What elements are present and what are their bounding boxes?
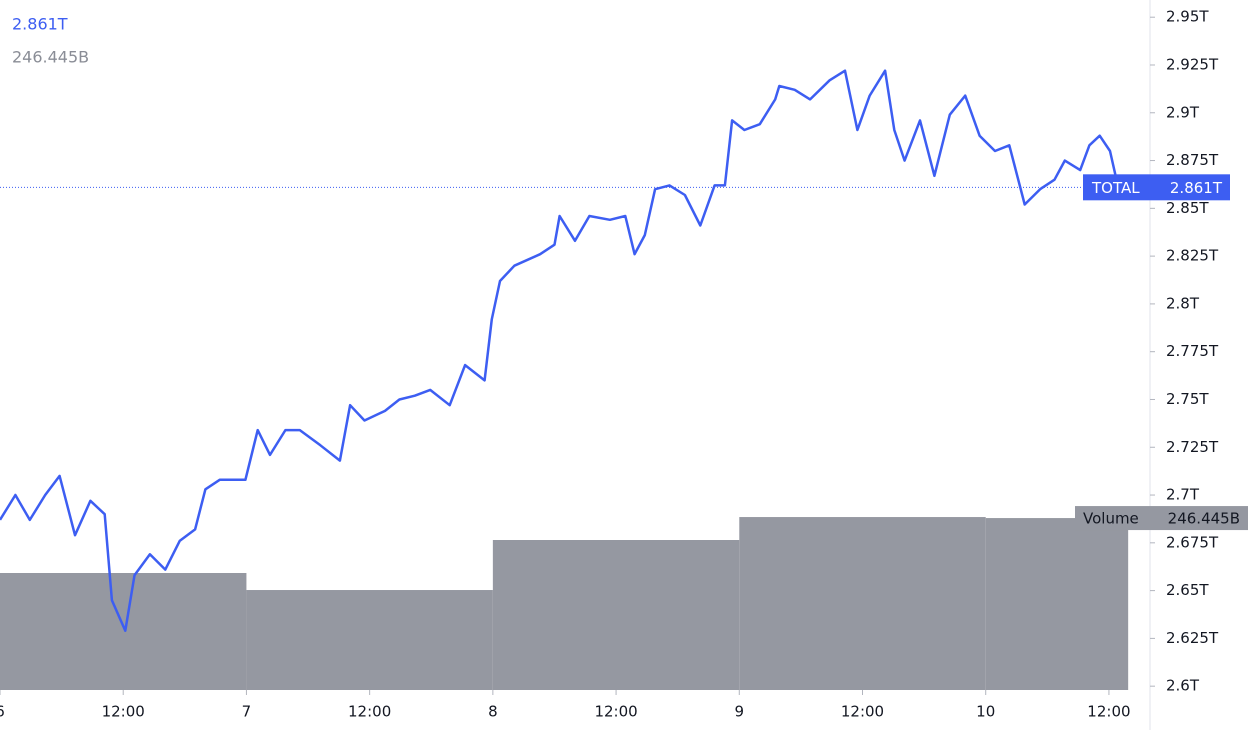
volume-badge <box>1075 506 1248 531</box>
y-tick-label: 2.775T <box>1166 342 1219 360</box>
y-tick-label: 2.625T <box>1166 629 1219 647</box>
volume-bar <box>985 518 1129 690</box>
x-tick-label: 10 <box>976 703 995 721</box>
y-tick-label: 2.925T <box>1166 55 1219 73</box>
price-badge-name: TOTAL <box>1091 179 1140 197</box>
x-tick-label: 12:00 <box>841 703 884 721</box>
y-tick-label: 2.675T <box>1166 533 1219 551</box>
y-tick-label: 2.6T <box>1166 677 1200 695</box>
y-tick-label: 2.7T <box>1166 486 1200 504</box>
y-tick-label: 2.725T <box>1166 438 1219 456</box>
x-tick-label: 12:00 <box>1087 703 1130 721</box>
y-tick-label: 2.85T <box>1166 199 1209 217</box>
volume-bar <box>0 573 247 690</box>
y-tick-label: 2.8T <box>1166 294 1200 312</box>
x-tick-label: 12:00 <box>594 703 637 721</box>
volume-bar <box>739 517 986 690</box>
volume-header: 246.445B <box>12 48 89 67</box>
volume-badge-value: 246.445B <box>1168 510 1240 528</box>
x-tick-label: 9 <box>735 703 745 721</box>
volume-badge-name: Volume <box>1083 510 1139 528</box>
volume-bar <box>246 590 493 690</box>
x-tick-label: 12:00 <box>348 703 391 721</box>
price-badge-value: 2.861T <box>1170 179 1223 197</box>
price-badge <box>1083 174 1230 201</box>
x-tick-label: 7 <box>242 703 252 721</box>
y-tick-label: 2.75T <box>1166 390 1209 408</box>
y-tick-label: 2.825T <box>1166 247 1219 265</box>
price-line <box>0 69 1120 632</box>
volume-bar <box>492 540 740 690</box>
price-header: 2.861T <box>12 15 68 34</box>
x-tick-label: 8 <box>488 703 498 721</box>
y-tick-label: 2.875T <box>1166 151 1219 169</box>
x-tick-label: 12:00 <box>102 703 145 721</box>
x-tick-label: 6 <box>0 703 5 721</box>
y-tick-label: 2.95T <box>1166 8 1209 26</box>
y-tick-label: 2.65T <box>1166 581 1209 599</box>
y-tick-label: 2.9T <box>1166 103 1200 121</box>
